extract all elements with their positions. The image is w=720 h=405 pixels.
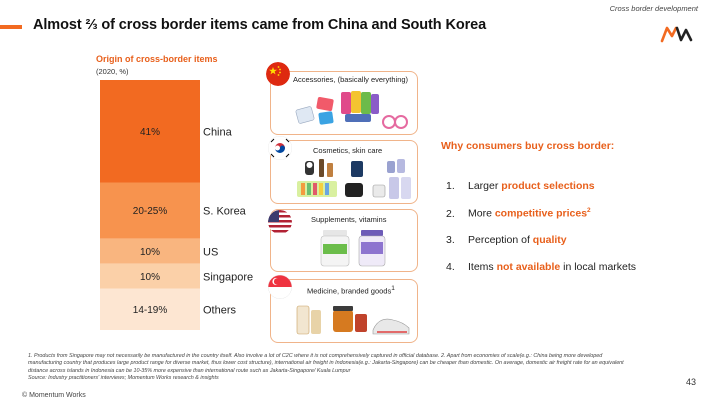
card-medicine: Medicine, branded goods1 [270, 279, 418, 343]
reason-text: Larger [468, 180, 502, 192]
bar-segment-singapore [100, 263, 200, 289]
chart-subtitle: (2020, %) [96, 67, 129, 76]
bar-value-label: 14-19% [133, 305, 168, 316]
category-label: S. Korea [203, 206, 247, 218]
reason-highlight: product selections [501, 180, 595, 192]
accessories-products-icon [295, 91, 408, 129]
reason-text-end: in local markets [560, 261, 637, 273]
bar-segment-others [100, 288, 200, 330]
china-flag-icon [266, 62, 290, 86]
footnote-marker: 2 [587, 207, 591, 214]
reason-item: 2. More competitive prices2 [446, 207, 591, 220]
reason-item: 3. Perception of quality [446, 234, 567, 246]
reason-highlight: quality [532, 234, 567, 246]
source-line: Source: Industry practitioners' intervie… [28, 375, 219, 382]
bar-segment-us [100, 238, 200, 264]
card-label: Cosmetics, skin care [313, 146, 383, 155]
card-label: Supplements, vitamins [311, 215, 387, 224]
title-accent-bar [0, 25, 22, 29]
reason-item: 4. Items not available in local markets [446, 261, 636, 273]
singapore-flag-icon [268, 275, 292, 299]
cosmetics-products-icon [297, 159, 411, 199]
bar-value-label: 41% [140, 127, 160, 138]
momentum-works-logo-icon [660, 26, 693, 43]
south-korea-flag-icon [268, 136, 292, 160]
slide-title: Almost ⅔ of cross border items came from… [33, 17, 487, 33]
reason-text: More [468, 207, 495, 220]
page-number: 43 [685, 377, 696, 387]
footnote-line: manufacturing country that produces larg… [28, 360, 624, 367]
footnote-line: 1. Products from Singapore may not neces… [28, 353, 603, 359]
section-label: Cross border development [609, 4, 698, 13]
bar-value-label: 10% [140, 247, 160, 258]
medicine-products-icon [296, 305, 410, 335]
stacked-bar-chart: 41% China 20-25% S. Korea 10% US 10% Singapore 1… [100, 80, 253, 330]
footnote-marker: 1 [391, 285, 395, 292]
bar-value-label: 20-25% [133, 206, 168, 217]
bar-value-label: 10% [140, 272, 160, 283]
bar-segment-s-korea [100, 182, 200, 239]
bar-segment-china [100, 80, 200, 183]
card-label: Medicine, branded goods1 [307, 285, 395, 296]
category-label: Others [203, 304, 237, 316]
footnotes: 1. Products from Singapore may not neces… [28, 353, 688, 383]
category-label: Singapore [203, 271, 253, 283]
reason-number: 1. [446, 180, 455, 192]
reason-text: Perception of [468, 234, 533, 246]
reason-highlight: competitive prices [494, 207, 588, 220]
supplements-products-icon [320, 230, 386, 267]
card-supplements: Supplements, vitamins [270, 209, 418, 272]
reason-number: 4. [446, 261, 455, 273]
reason-item: 1. Larger product selections [446, 180, 595, 192]
us-flag-icon [268, 210, 292, 234]
card-label-text: Medicine, branded goods [307, 286, 392, 296]
footnote-line: distance across islands in Indonesia can… [28, 367, 351, 374]
reason-number: 2. [446, 207, 455, 220]
card-label: Accessories, (basically everything) [293, 75, 409, 84]
category-label: China [203, 126, 233, 138]
reason-highlight: not available [496, 261, 561, 273]
card-accessories: Accessories, (basically everything) [270, 71, 418, 135]
copyright: © Momentum Works [22, 392, 86, 399]
card-cosmetics: Cosmetics, skin care [270, 140, 418, 204]
reasons-title: Why consumers buy cross border: [441, 140, 615, 152]
reason-number: 3. [446, 234, 455, 246]
reason-text: Items [468, 261, 497, 273]
chart-title: Origin of cross-border items [96, 54, 218, 64]
category-label: US [203, 246, 218, 258]
